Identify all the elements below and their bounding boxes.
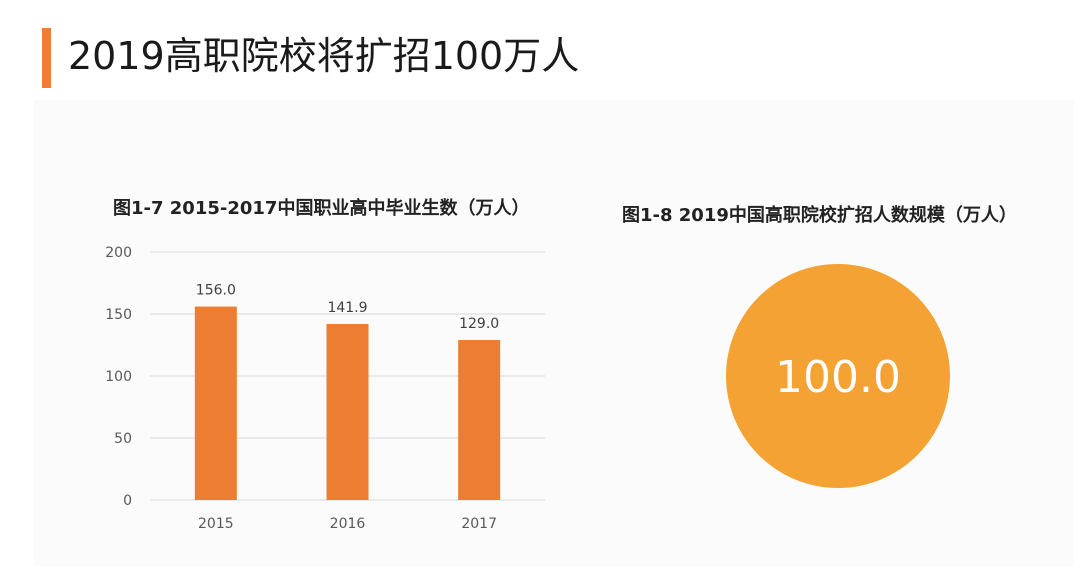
title-accent-bar xyxy=(42,28,51,88)
bar-data-label: 156.0 xyxy=(196,283,236,299)
y-tick-label: 50 xyxy=(114,431,132,447)
page-title: 2019高职院校将扩招100万人 xyxy=(68,34,580,78)
bubble-chart: 100.0 xyxy=(726,264,950,488)
bar-2015 xyxy=(194,306,237,500)
x-tick-label: 2015 xyxy=(198,516,234,532)
bubble-value-label: 100.0 xyxy=(775,352,901,403)
y-tick-label: 100 xyxy=(105,369,132,385)
y-tick-label: 0 xyxy=(123,493,132,509)
bubble-chart-title: 图1-8 2019中国高职院校扩招人数规模（万人） xyxy=(622,205,1017,226)
x-tick-label: 2017 xyxy=(461,516,497,532)
bar-2017 xyxy=(458,340,501,500)
value-bubble xyxy=(726,264,950,488)
y-tick-label: 150 xyxy=(105,307,132,323)
bar-data-label: 141.9 xyxy=(327,300,367,316)
x-tick-label: 2016 xyxy=(330,516,366,532)
bar-data-label: 129.0 xyxy=(459,316,499,332)
y-tick-label: 200 xyxy=(105,245,132,261)
bar-chart: 0 50 100 150 200 156.0 2015 141.9 2016 129.0 2017 xyxy=(105,245,545,532)
bar-chart-title: 图1-7 2015-2017中国职业高中毕业生数（万人） xyxy=(113,198,530,219)
bar-2016 xyxy=(326,324,369,500)
